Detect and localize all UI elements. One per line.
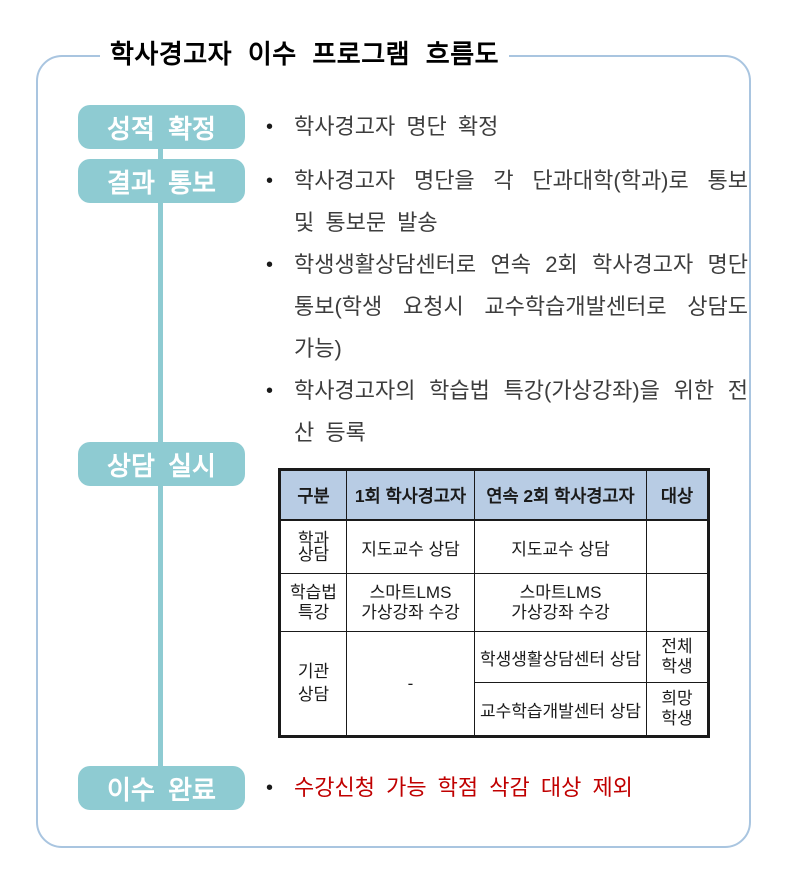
cell-first: - [346,631,475,737]
cell-target [646,573,709,632]
table-row-institution-counseling-2: 교수학습개발센터 상담 희망 학생 [280,682,709,737]
header-cell-first-warning: 1회 학사경고자 [346,469,475,521]
step-box-grade-confirmation: 성적 확정 [78,105,245,149]
result-notification-bullets: • 학사경고자 명단을 각 단과대학(학과)로 통보 및 통보문 발송 • 학생… [266,160,748,454]
completion-bullets: • 수강신청 가능 학점 삭감 대상 제외 [266,767,748,809]
cell-category: 학습법 특강 [279,573,347,632]
counseling-table: 구분 1회 학사경고자 연속 2회 학사경고자 대상 학과 상담 지도교수 상담… [278,468,710,738]
step-label: 성적 확정 [107,113,216,144]
cell-second: 학생생활상담센터 상담 [474,631,647,683]
cell-target: 전체 학생 [646,631,709,683]
bullet-dot: • [266,777,274,799]
step-box-completion: 이수 완료 [78,766,245,810]
bullet-dot: • [266,116,274,138]
bullet-item: • 학사경고자의 학습법 특강(가상강좌)을 위한 전산 등록 [266,370,748,454]
header-cell-target: 대상 [646,469,709,521]
step-label: 이수 완료 [107,774,216,805]
cell-category: 학과 상담 [279,519,347,574]
step-box-counseling: 상담 실시 [78,442,245,486]
page-title: 학사경고자 이수 프로그램 흐름도 [100,33,510,75]
table-row-study-lecture: 학습법 특강 스마트LMS 가상강좌 수강 스마트LMS 가상강좌 수강 [279,573,709,632]
bullet-dot: • [266,380,274,402]
bullet-text: 학사경고자 명단 확정 [294,114,499,139]
step-box-result-notification: 결과 통보 [78,159,245,203]
cell-second: 스마트LMS 가상강좌 수강 [474,573,647,632]
bullet-item: • 수강신청 가능 학점 삭감 대상 제외 [266,767,748,809]
step-label: 결과 통보 [107,167,216,198]
bullet-item: • 학생생활상담센터로 연속 2회 학사경고자 명단 통보(학생 요청시 교수학… [266,244,748,370]
bullet-item: • 학사경고자 명단을 각 단과대학(학과)로 통보 및 통보문 발송 [266,160,748,244]
cell-first: 지도교수 상담 [346,519,475,574]
bullet-text-highlight: 수강신청 가능 학점 삭감 대상 제외 [294,775,633,800]
table-header-row: 구분 1회 학사경고자 연속 2회 학사경고자 대상 [279,469,709,521]
cell-category: 기관 상담 [279,631,347,737]
header-cell-category: 구분 [279,469,347,521]
table-row-dept-counseling: 학과 상담 지도교수 상담 지도교수 상담 [279,519,709,574]
bullet-dot: • [266,254,274,276]
bullet-item: • 학사경고자 명단 확정 [266,106,748,148]
cell-target [646,519,709,574]
header-cell-second-warning: 연속 2회 학사경고자 [474,469,647,521]
cell-second: 교수학습개발센터 상담 [474,682,647,737]
bullet-dot: • [266,170,274,192]
bullet-text: 학사경고자 명단을 각 단과대학(학과)로 통보 및 통보문 발송 [294,168,748,235]
cell-target: 희망 학생 [646,682,709,737]
cell-first: 스마트LMS 가상강좌 수강 [346,573,475,632]
bullet-text: 학생생활상담센터로 연속 2회 학사경고자 명단 통보(학생 요청시 교수학습개… [294,252,748,361]
step-label: 상담 실시 [107,450,216,481]
bullet-text: 학사경고자의 학습법 특강(가상강좌)을 위한 전산 등록 [294,378,748,445]
cell-second: 지도교수 상담 [474,519,647,574]
table-row-institution-counseling: 기관 상담 - 학생생활상담센터 상담 전체 학생 [279,631,709,737]
grade-confirmation-bullets: • 학사경고자 명단 확정 [266,106,748,148]
